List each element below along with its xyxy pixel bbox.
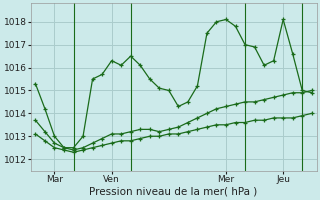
X-axis label: Pression niveau de la mer( hPa ): Pression niveau de la mer( hPa ) <box>90 187 258 197</box>
